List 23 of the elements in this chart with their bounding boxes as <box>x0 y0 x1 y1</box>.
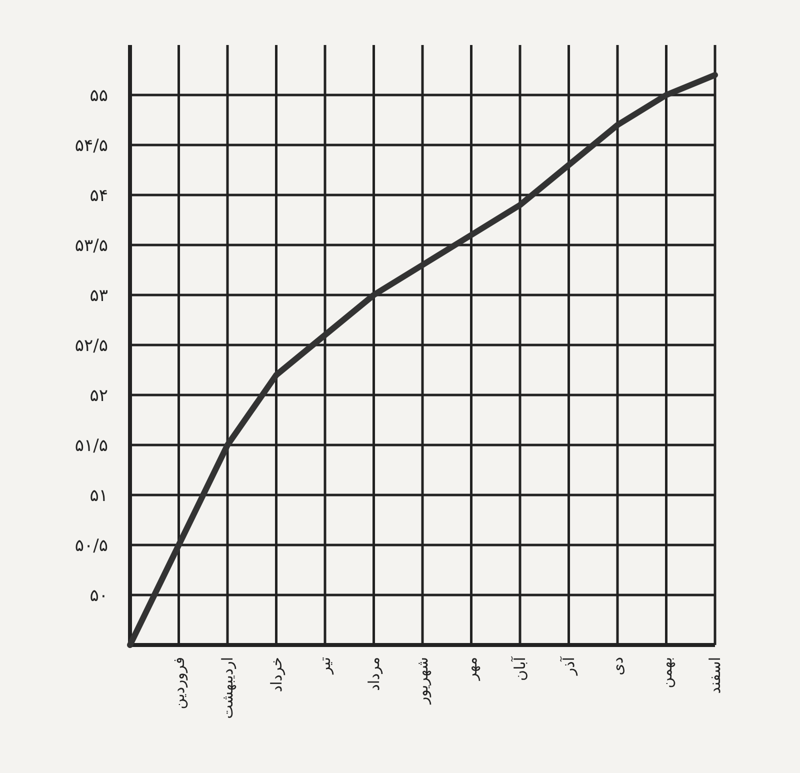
x-tick-label: خرداد <box>267 657 286 692</box>
y-tick-label: ۵۲/۵ <box>74 336 108 356</box>
x-tick-label: اردیبهشت <box>218 657 236 719</box>
y-tick-label: ۵۴/۵ <box>74 136 108 156</box>
y-tick-label: ۵۰/۵ <box>74 536 108 556</box>
x-tick-label: مهر <box>462 657 480 682</box>
y-tick-label: ۵۴ <box>90 186 108 206</box>
x-tick-label: اسفند <box>706 657 724 694</box>
x-tick-label: تیر <box>316 657 334 675</box>
x-tick-label: فروردین <box>170 657 188 710</box>
y-tick-label: ۵۱/۵ <box>74 436 108 456</box>
x-tick-label: دی <box>608 657 626 676</box>
x-tick-label: شهریور <box>414 657 432 705</box>
y-tick-label: ۵۰ <box>90 586 108 606</box>
y-tick-label: ۵۳ <box>90 286 108 306</box>
x-tick-label: بهمن <box>657 657 676 688</box>
y-tick-label: ۵۱ <box>90 486 108 506</box>
x-tick-label: آبان <box>510 656 529 681</box>
x-tick-label: مرداد <box>364 657 383 691</box>
y-tick-label: ۵۳/۵ <box>74 236 108 256</box>
y-tick-label: ۵۵ <box>90 86 108 106</box>
y-tick-label: ۵۲ <box>90 386 108 406</box>
x-tick-label: آذر <box>558 656 578 676</box>
